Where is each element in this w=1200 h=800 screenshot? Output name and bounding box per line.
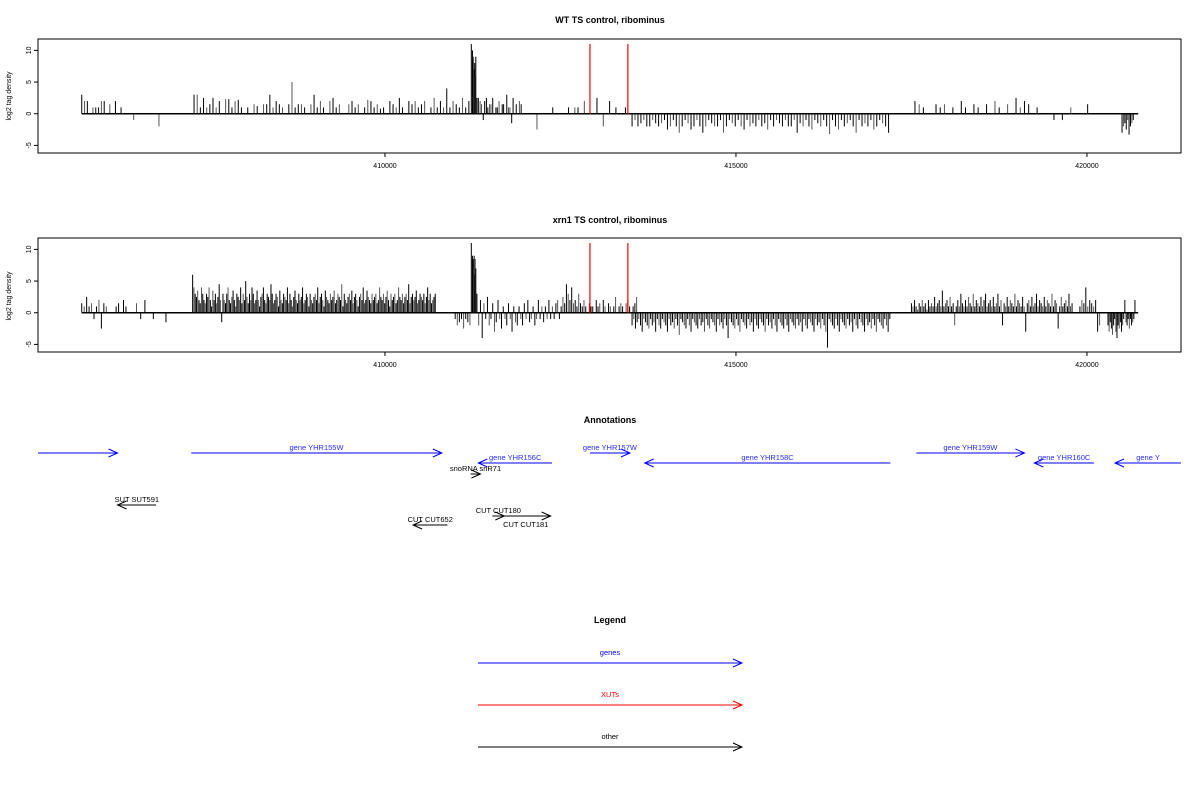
legend-entry: genes <box>478 648 744 668</box>
arrow-head <box>643 458 654 468</box>
arrow-head <box>116 500 127 510</box>
arrow-head <box>477 458 488 468</box>
plot-frame <box>37 38 1182 154</box>
arrow-head <box>432 448 444 458</box>
feature-label: gene YHR156C <box>489 453 542 462</box>
arrow-head <box>1113 458 1125 468</box>
gene-feature: gene Y <box>1113 453 1181 468</box>
annotations-panel: Annotations gene YHR155W snoRNA snR71 gene… <box>38 415 1181 530</box>
x-tick-label: 420000 <box>1075 163 1098 170</box>
y-tick-label: 0 <box>26 311 33 315</box>
y-tick-label: 0 <box>26 112 33 116</box>
legend-entry: XUTs <box>478 690 744 710</box>
feature: snoRNA snR71 <box>450 464 501 479</box>
annotations-title: Annotations <box>584 415 637 425</box>
arrow-head <box>732 658 744 668</box>
gene-feature: gene YHR160C <box>1033 453 1094 468</box>
arrow-head <box>1015 448 1026 458</box>
y-tick-label: -5 <box>26 142 33 148</box>
feature-label: gene YHR160C <box>1038 453 1091 462</box>
feature-label: gene YHR155W <box>290 443 345 452</box>
arrow-head <box>471 469 482 479</box>
legend-panel: Legend genes XUTs other <box>478 615 744 752</box>
legend-label: other <box>601 732 619 741</box>
gene-feature: gene YHR157W <box>583 443 638 458</box>
legend-label: genes <box>600 648 621 657</box>
feature-label: SUT SUT591 <box>115 495 159 504</box>
arrow-head <box>732 742 744 752</box>
feature: SUT SUT591 <box>115 495 159 510</box>
panel-title: WT TS control, ribominus <box>555 15 665 25</box>
x-tick-label: 420000 <box>1075 362 1098 369</box>
feature-label: gene Y <box>1136 453 1160 462</box>
feature-label: gene YHR159W <box>943 443 998 452</box>
plot-frame <box>37 237 1182 353</box>
feature: CUT CUT181 <box>500 511 552 529</box>
feature-label: CUT CUT181 <box>503 520 548 529</box>
x-tick-label: 415000 <box>724 163 747 170</box>
legend-title: Legend <box>594 615 626 625</box>
y-axis-label: log2 tag density <box>6 71 13 121</box>
x-tick-label: 410000 <box>373 163 396 170</box>
gene-feature: gene YHR156C <box>477 453 553 468</box>
x-tick-label: 415000 <box>724 362 747 369</box>
gene-feature: gene YHR158C <box>643 453 891 468</box>
wt-coverage-panel: WT TS control, ribominus log2 tag densit… <box>6 15 1182 170</box>
feature: CUT CUT180 <box>476 506 521 521</box>
feature-label: CUT CUT180 <box>476 506 521 515</box>
gene-feature: gene YHR159W <box>916 443 1026 458</box>
arrow-head <box>732 700 744 710</box>
legend-entry: other <box>478 732 744 752</box>
y-tick-label: -5 <box>26 341 33 347</box>
feature: CUT CUT652 <box>408 515 453 530</box>
arrow-head <box>108 448 119 458</box>
feature-label: snoRNA snR71 <box>450 464 501 473</box>
arrow-head <box>620 448 632 458</box>
feature-label: CUT CUT652 <box>408 515 453 524</box>
y-axis-label: log2 tag density <box>6 271 13 321</box>
y-tick-label: 10 <box>26 46 33 54</box>
y-tick-label: 10 <box>26 245 33 253</box>
gene-feature <box>38 448 119 458</box>
arrow-head <box>541 511 552 521</box>
arrow-head <box>411 520 423 530</box>
arrow-head <box>1033 458 1044 468</box>
gene-feature: gene YHR155W <box>191 443 444 458</box>
panel-title: xrn1 TS control, ribominus <box>553 215 668 225</box>
feature-label: gene YHR157W <box>583 443 638 452</box>
x-tick-label: 410000 <box>373 362 396 369</box>
y-tick-label: 5 <box>26 80 33 84</box>
y-tick-label: 5 <box>26 279 33 283</box>
xrn1-coverage-panel: xrn1 TS control, ribominus log2 tag dens… <box>6 215 1182 369</box>
legend-label: XUTs <box>601 690 619 699</box>
feature-label: gene YHR158C <box>741 453 794 462</box>
